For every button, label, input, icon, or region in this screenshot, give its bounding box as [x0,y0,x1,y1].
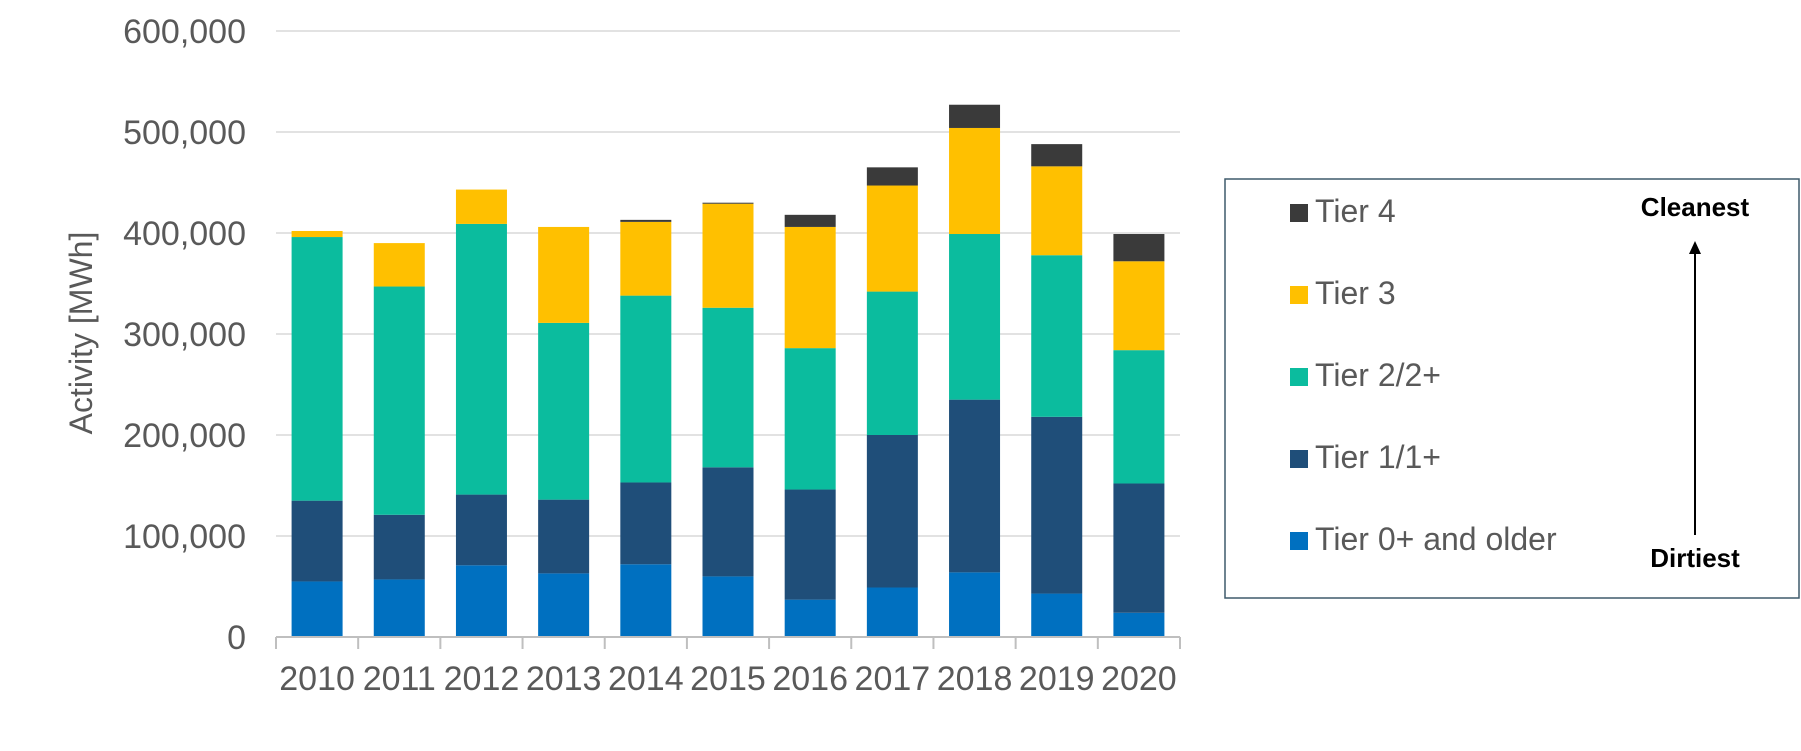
axes [275,636,1181,649]
legend-label: Tier 1/1+ [1315,439,1441,475]
bar-segment [1031,166,1083,256]
bar-segment [373,579,425,637]
legend-swatch [1290,368,1308,386]
bar-segment [1113,612,1165,637]
bar-segment [538,322,590,500]
y-tick-labels: 0 100,000 200,000 300,000 400,000 500,000 600,… [123,13,246,657]
y-tick-label: 100,000 [123,518,246,556]
x-tick-label: 2012 [444,660,520,698]
x-tick-label: 2015 [690,660,766,698]
x-tick-label: 2020 [1101,660,1177,698]
bar-segment [949,399,1001,573]
bar-segment [373,286,425,515]
bar-segment [620,295,672,483]
bar-segment [1113,234,1165,262]
x-tick-label: 2014 [608,660,684,698]
bar-segment [866,435,918,588]
bar-segment [866,167,918,186]
x-tick-label: 2013 [526,660,602,698]
bar-segment [702,202,754,204]
bar-segment [866,185,918,292]
bar-segment [702,467,754,577]
legend-label: Tier 4 [1315,193,1396,229]
bar-segment [949,234,1001,400]
bar-segment [455,565,507,637]
bar-segment [866,291,918,435]
cleanliness-arrow-head-icon [1689,241,1701,254]
legend-swatch [1290,450,1308,468]
y-tick-label: 300,000 [123,316,246,354]
cleanest-label: Cleanest [1641,192,1750,222]
x-tick-label: 2010 [279,660,355,698]
bar-segment [784,214,836,227]
y-tick-label: 200,000 [123,417,246,455]
legend-label: Tier 3 [1315,275,1396,311]
legend: Tier 4 Tier 3 Tier 2/2+ Tier 1/1+ Tier 0+ an… [1224,178,1800,599]
x-tick-label: 2016 [772,660,848,698]
bar-segment [1031,255,1083,417]
bar-segment [620,219,672,222]
bar-segment [949,572,1001,637]
bar-segment [702,307,754,468]
legend-label: Tier 2/2+ [1315,357,1441,393]
y-axis-label: Activity [MWh] [63,232,99,435]
bar-segment [620,221,672,296]
x-tick-label: 2017 [855,660,931,698]
bar-segment [373,243,425,287]
bar-segment [455,494,507,566]
legend-label: Tier 0+ and older [1315,521,1557,557]
y-tick-label: 0 [227,619,246,657]
bar-segment [1031,416,1083,594]
bar-segment [1113,483,1165,613]
bar-segment [1031,593,1083,637]
bar-segment [784,226,836,349]
bar-segment [702,576,754,637]
x-tick-label: 2019 [1019,660,1095,698]
bar-segment [1113,350,1165,484]
bar-segment [1113,261,1165,351]
bar-segment [291,581,343,637]
legend-frame [1224,178,1800,599]
bar-segment [291,230,343,238]
bar-segment [538,573,590,637]
bar-segment [291,500,343,582]
x-tick-labels: 2010 2011 2012 2013 2014 2015 2016 2017 2018 2019… [279,660,1176,698]
legend-swatch [1290,532,1308,550]
bar-segment [455,223,507,495]
bar-segment [620,482,672,565]
y-tick-label: 400,000 [123,215,246,253]
bar-segment [538,226,590,323]
bar-segment [784,489,836,600]
x-tick-label: 2018 [937,660,1013,698]
legend-swatch [1290,204,1308,222]
bar-segment [866,587,918,637]
bar-segment [538,499,590,574]
dirtiest-label: Dirtiest [1650,543,1740,573]
bar-segment [784,599,836,637]
bar-segment [702,203,754,308]
legend-items: Tier 4 Tier 3 Tier 2/2+ Tier 1/1+ Tier 0+ an… [1290,193,1557,557]
bar-segment [373,514,425,580]
x-tick-label: 2011 [363,660,436,698]
bar-segment [949,127,1001,235]
bar-segment [949,104,1001,128]
bar-segment [291,237,343,501]
y-tick-label: 600,000 [123,13,246,51]
bar-segment [784,348,836,490]
bar-segment [455,189,507,224]
bar-segment [1031,144,1083,167]
bars [291,104,1165,637]
legend-swatch [1290,286,1308,304]
y-tick-label: 500,000 [123,114,246,152]
bar-segment [620,564,672,637]
